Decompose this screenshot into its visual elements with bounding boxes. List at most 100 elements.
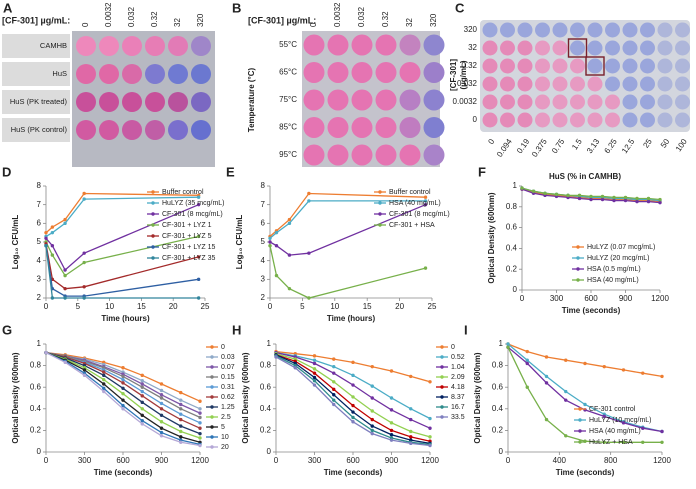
y-tick-label: 0.6: [260, 382, 272, 391]
legend-label: 20: [221, 444, 229, 451]
well: [657, 112, 673, 128]
well: [535, 112, 550, 128]
well: [500, 94, 515, 110]
well: [570, 58, 585, 74]
well: [640, 112, 655, 128]
y-axis-label: (µg/mL): [459, 60, 468, 89]
column-label: 3.13: [585, 137, 602, 155]
well: [191, 36, 211, 56]
y-tick-label: 0.6: [30, 382, 42, 391]
legend-marker: [210, 365, 214, 369]
data-point: [525, 385, 529, 389]
well: [482, 22, 498, 38]
data-point: [44, 230, 48, 235]
data-point: [520, 186, 524, 190]
column-label: 0.32: [381, 11, 390, 27]
data-point: [82, 260, 86, 265]
legend-marker: [576, 256, 580, 260]
data-point: [140, 379, 144, 383]
well: [482, 112, 498, 128]
x-tick-label: 20: [169, 302, 178, 311]
x-tick-label: 0: [268, 302, 273, 311]
x-tick-label: 300: [78, 456, 92, 465]
well: [675, 40, 690, 56]
well: [399, 144, 421, 166]
data-point: [312, 361, 317, 366]
legend-label: CF-301 + HSA: [389, 222, 435, 229]
row-label: 95°C: [279, 150, 297, 159]
well: [552, 76, 568, 92]
row-label: 320: [464, 25, 478, 34]
data-point: [307, 296, 311, 300]
data-point: [658, 197, 662, 202]
legend-label: CF-301 + LYZ 1: [162, 222, 212, 229]
panel-letter: E: [226, 164, 235, 179]
legend-label: 0.03: [221, 354, 235, 361]
data-point: [612, 195, 616, 200]
data-point: [389, 369, 394, 373]
data-point: [621, 421, 626, 425]
legend-marker: [578, 429, 582, 433]
data-point: [351, 403, 355, 408]
data-point: [332, 357, 336, 361]
legend-marker: [210, 425, 214, 429]
data-point: [121, 398, 125, 402]
data-point: [544, 381, 549, 385]
legend-label: 5: [221, 424, 225, 431]
x-tick-label: 1200: [653, 456, 671, 465]
data-point: [525, 358, 529, 362]
data-point: [525, 349, 529, 354]
data-point: [658, 200, 662, 205]
legend-label: 16.7: [451, 404, 465, 411]
panel-letter: I: [464, 322, 468, 337]
data-point: [50, 230, 55, 235]
data-point: [159, 430, 164, 435]
data-point: [531, 189, 536, 193]
column-label: 0: [309, 22, 318, 27]
data-point: [121, 377, 125, 382]
y-tick-label: 7: [37, 200, 42, 209]
y-tick-label: 3: [37, 274, 42, 283]
well: [122, 36, 142, 56]
legend-label: 0.62: [221, 394, 235, 401]
data-point: [602, 364, 606, 369]
data-point: [63, 360, 67, 365]
column-label: 50: [659, 137, 672, 150]
data-point: [332, 398, 336, 402]
data-point: [307, 199, 311, 203]
data-point: [140, 394, 144, 398]
column-label: 0.0032: [104, 2, 113, 27]
x-axis-label: Time (hours): [327, 314, 376, 323]
well: [76, 64, 96, 84]
well: [76, 92, 96, 112]
data-point: [102, 389, 106, 394]
panel-letter: D: [2, 164, 11, 179]
data-point: [389, 428, 394, 433]
y-tick-label: 0: [267, 447, 272, 456]
legend-label: 0.07: [221, 364, 235, 371]
data-point: [312, 379, 317, 383]
row-label: 32: [468, 43, 477, 52]
y-tick-label: 0.8: [506, 202, 518, 211]
well: [657, 58, 673, 74]
y-tick-label: 8: [37, 181, 42, 190]
y-tick-label: 5: [261, 237, 266, 246]
column-label: 0.032: [127, 6, 136, 27]
data-point: [50, 225, 55, 229]
panel-letter: C: [455, 0, 465, 15]
well: [303, 117, 325, 138]
data-point: [351, 420, 355, 424]
well: [552, 22, 568, 38]
well: [500, 58, 515, 74]
data-point: [641, 371, 645, 375]
data-point: [621, 440, 626, 444]
data-point: [63, 221, 67, 226]
column-label: 25: [641, 137, 654, 150]
column-label: 0.0032: [333, 2, 342, 27]
legend-label: 1.25: [221, 404, 235, 411]
well: [675, 112, 690, 128]
data-point: [428, 416, 432, 421]
well: [145, 64, 165, 84]
data-point: [544, 417, 549, 422]
data-point: [274, 244, 279, 248]
